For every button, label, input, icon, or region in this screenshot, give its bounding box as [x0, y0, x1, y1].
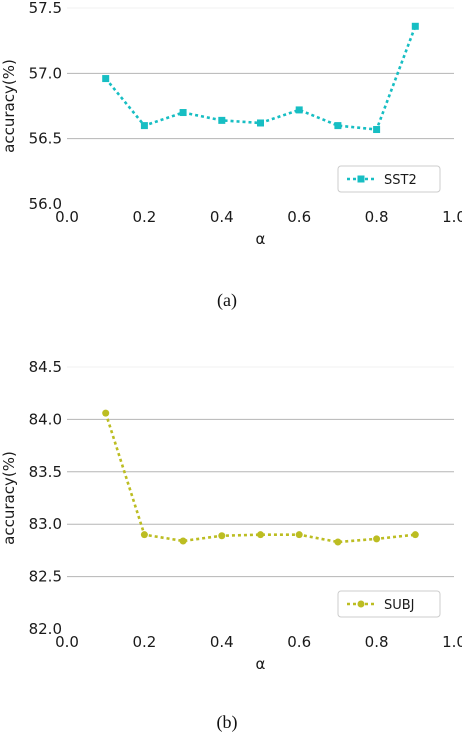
data-point	[140, 531, 148, 539]
y-axis-label: accuracy(%)	[0, 451, 18, 545]
x-tick-label: 0.4	[210, 633, 234, 651]
data-point	[295, 106, 303, 114]
x-axis-label: α	[256, 655, 266, 673]
y-tick-label: 82.0	[29, 620, 62, 638]
legend: SST2	[337, 165, 441, 193]
x-tick-label: 1.0	[442, 633, 462, 651]
data-point	[257, 531, 264, 539]
legend-box	[337, 590, 441, 618]
chart-b: 82.0 82.5 83.0 83.5 84.0 84.5 0.0 0.2 0.4 0.6 0.8 1…	[0, 358, 462, 673]
data-point	[373, 126, 381, 134]
y-tick-label: 56.5	[29, 130, 62, 148]
data-point	[295, 531, 303, 539]
x-tick-label: 0.2	[132, 208, 156, 226]
x-tick-label: 0.4	[210, 208, 234, 226]
x-tick-label: 1.0	[442, 208, 462, 226]
x-axis-label: α	[256, 230, 266, 248]
data-point	[373, 535, 381, 543]
data-point	[102, 409, 110, 417]
data-point	[179, 109, 187, 117]
y-tick-label: 83.0	[29, 515, 62, 533]
legend-label: SST2	[384, 173, 417, 188]
y-axis-label: accuracy(%)	[0, 59, 18, 153]
data-point	[179, 537, 187, 545]
x-tick-label: 0.6	[287, 208, 311, 226]
x-tick-label: 0.2	[132, 633, 156, 651]
x-tick-label: 0.8	[365, 633, 389, 651]
caption-a: (a)	[217, 290, 237, 311]
series-line-sst2	[104, 25, 417, 131]
y-tick-label: 57.5	[29, 0, 62, 17]
legend-marker	[357, 600, 365, 608]
caption-b: (b)	[217, 712, 238, 733]
data-point	[218, 116, 226, 124]
data-point	[411, 531, 419, 539]
legend: SUBJ	[337, 590, 441, 618]
data-point	[140, 122, 148, 130]
legend-label: SUBJ	[384, 598, 415, 613]
data-point	[257, 119, 264, 127]
y-tick-label: 84.5	[29, 358, 62, 376]
y-tick-label: 83.5	[29, 463, 62, 481]
data-point	[411, 22, 419, 30]
x-tick-label: 0.8	[365, 208, 389, 226]
x-tick-label: 0.0	[55, 208, 79, 226]
data-point	[334, 122, 342, 130]
data-point	[334, 538, 342, 546]
legend-box	[337, 165, 441, 193]
chart-a: 56.0 56.5 57.0 57.5 0.0 0.2 0.4 0.6 0.8 1.0 α accur…	[0, 0, 462, 248]
y-tick-label: 82.5	[29, 568, 62, 586]
series-line-subj	[104, 412, 416, 544]
data-point	[218, 532, 226, 540]
y-tick-label: 56.0	[29, 195, 62, 213]
y-tick-label: 57.0	[29, 64, 62, 82]
legend-marker	[357, 175, 365, 183]
x-tick-label: 0.0	[55, 633, 79, 651]
data-point	[102, 75, 110, 83]
x-tick-label: 0.6	[287, 633, 311, 651]
y-tick-label: 84.0	[29, 410, 62, 428]
